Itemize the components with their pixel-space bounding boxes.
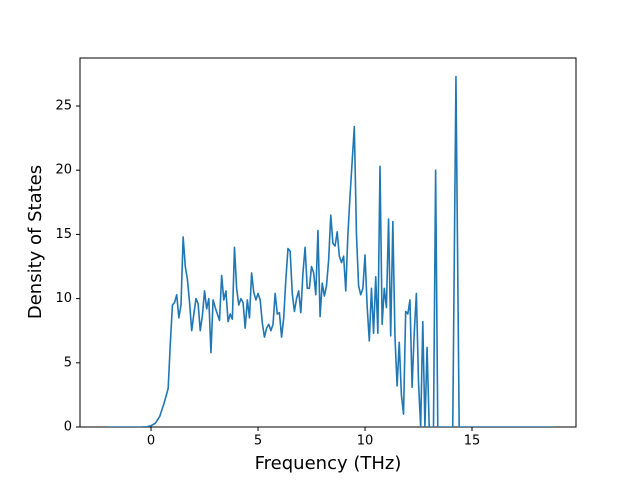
y-axis-label: Density of States: [25, 165, 46, 319]
y-tick-label: 0: [64, 420, 72, 435]
x-tick-label: 15: [464, 434, 481, 449]
y-tick-label: 15: [55, 227, 72, 242]
x-tick-label: 0: [147, 434, 155, 449]
line-series: [108, 75, 554, 427]
y-tick-label: 5: [64, 355, 72, 370]
x-axis-label: Frequency (THz): [255, 453, 402, 474]
x-tick-label: 10: [357, 434, 374, 449]
plot-frame: [79, 57, 577, 428]
y-tick-label: 20: [55, 163, 72, 178]
y-tick-label: 25: [55, 99, 72, 114]
y-tick-label: 10: [55, 291, 72, 306]
x-tick-label: 5: [254, 434, 262, 449]
